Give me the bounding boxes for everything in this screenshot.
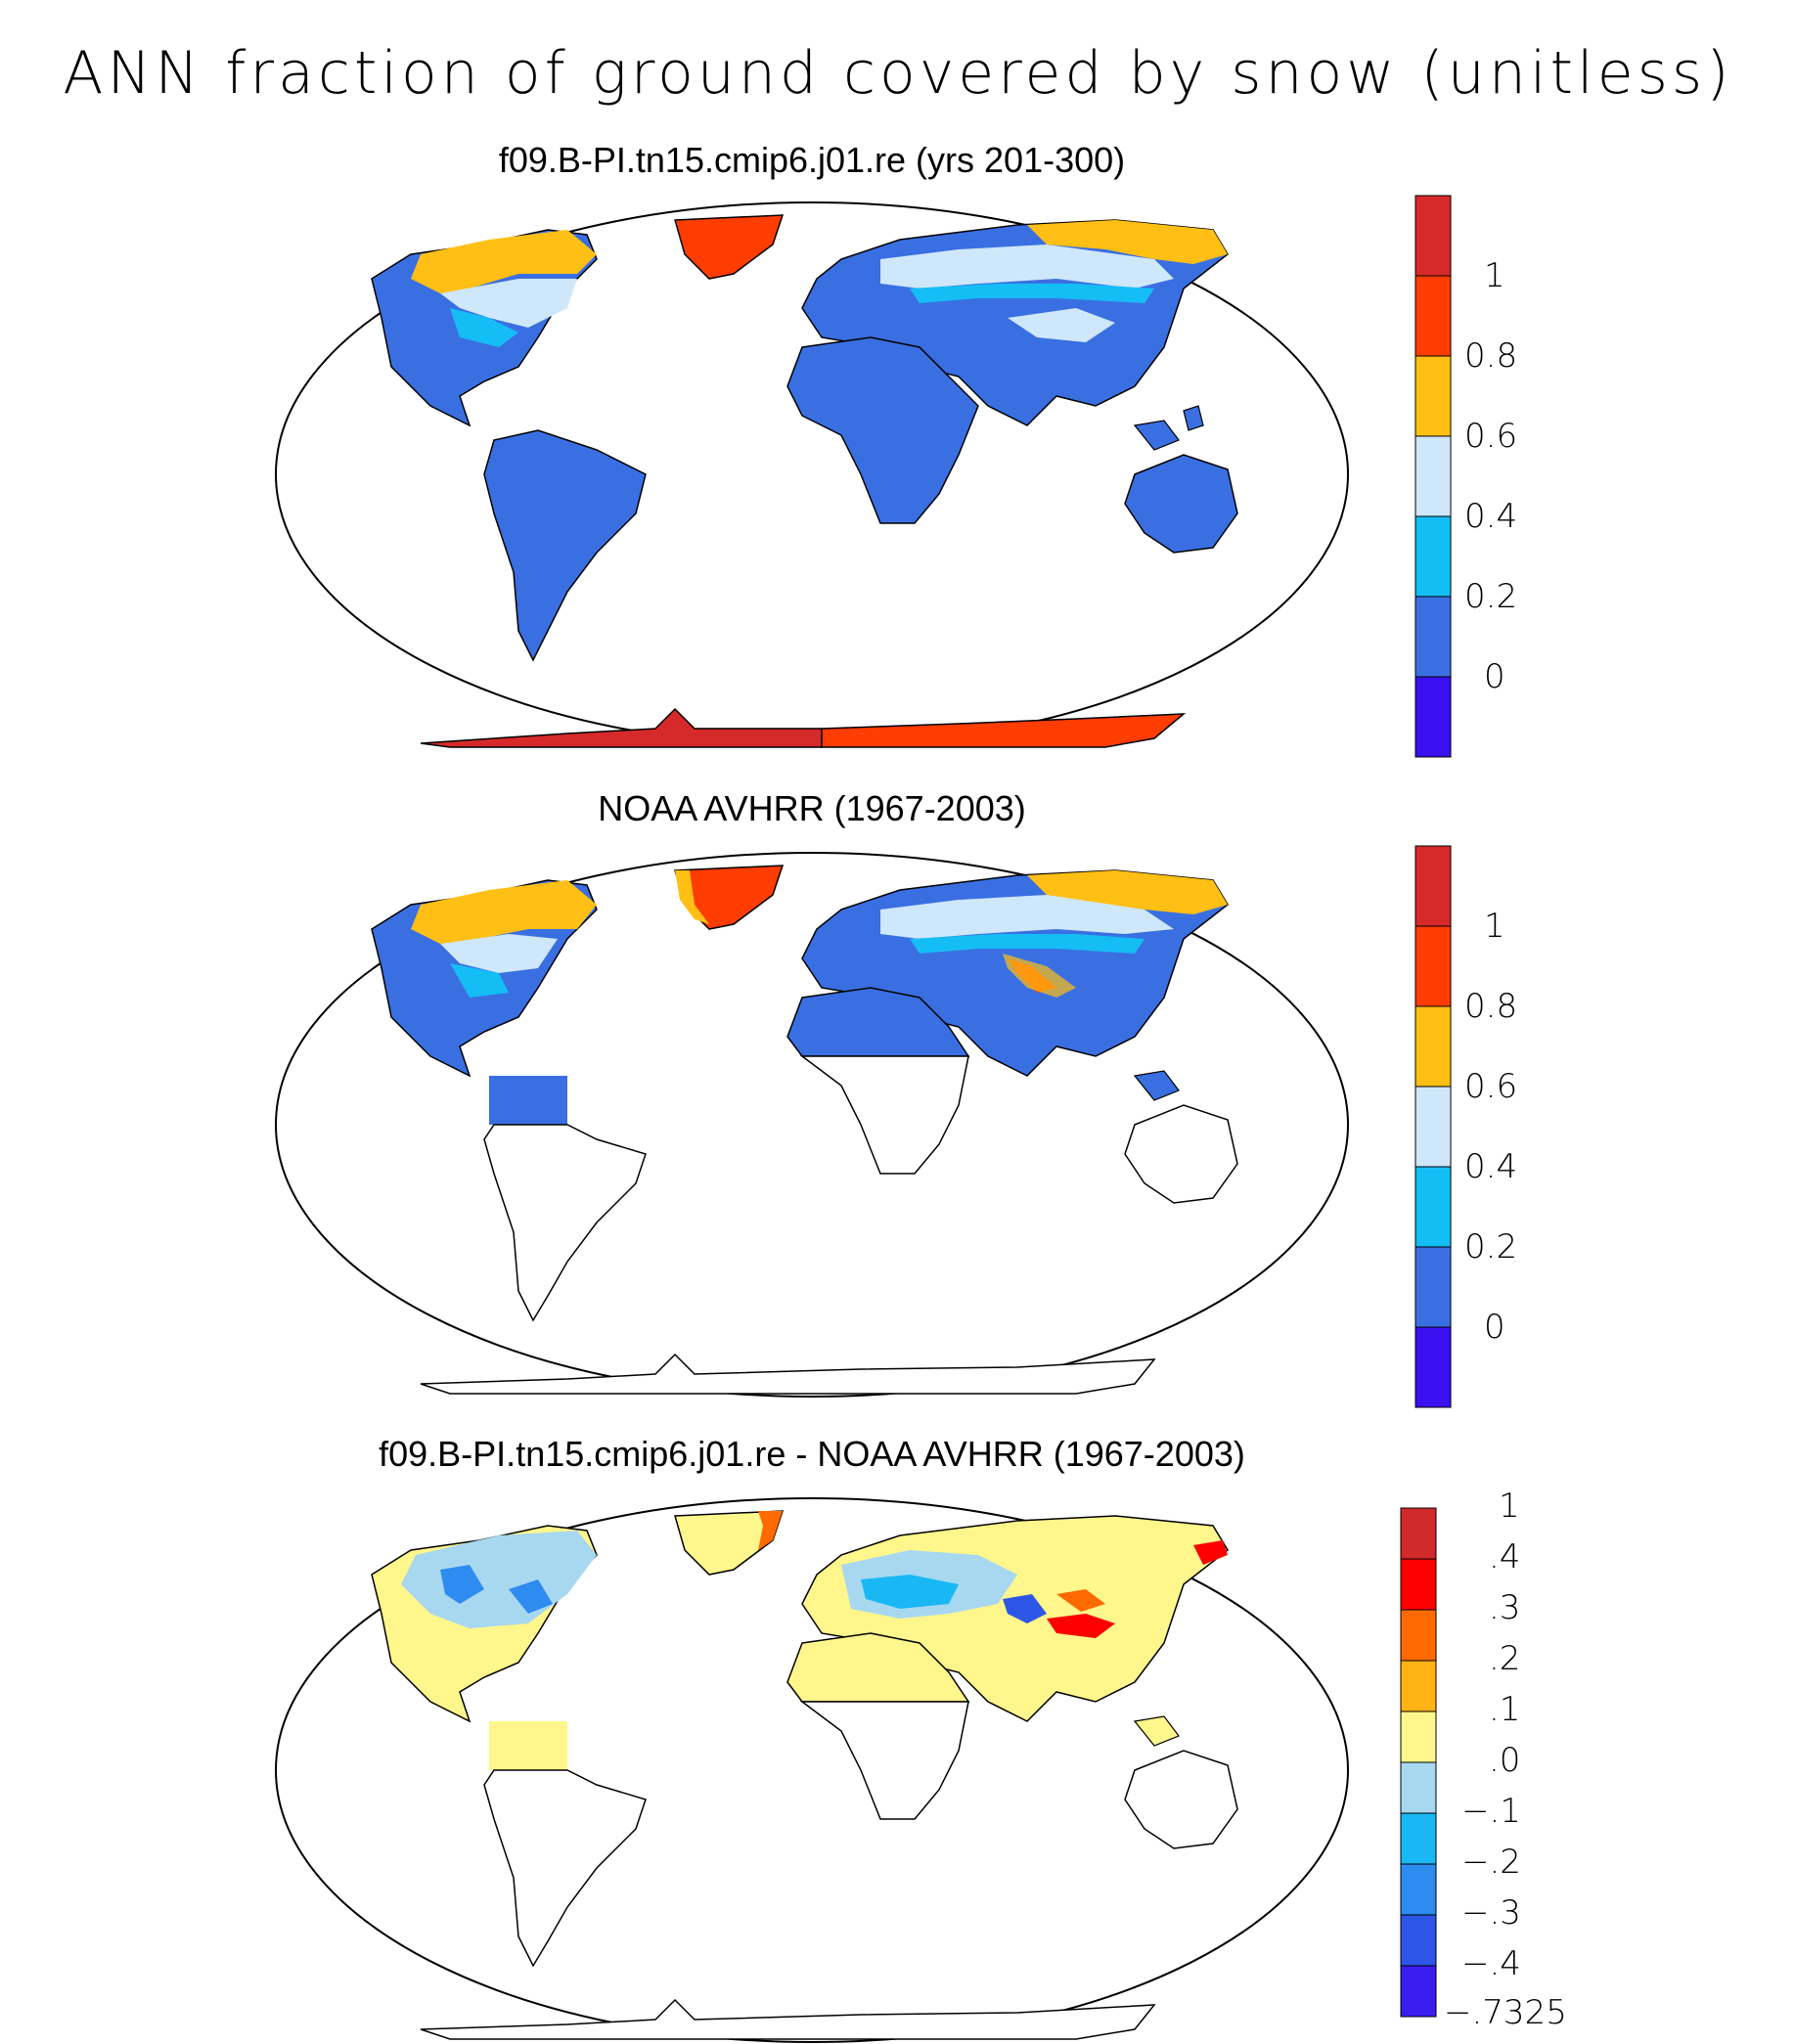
figure-title: ANN fraction of ground covered by snow (… (63, 39, 1733, 108)
south-america (483, 429, 647, 662)
colorbar-label: −.4 (1461, 1944, 1521, 1983)
colorbar-label: 0.6 (1464, 1067, 1518, 1106)
colorbar-swatch-4 (1400, 1660, 1437, 1712)
colorbar-swatch-6 (1414, 596, 1452, 678)
colorbar-label: .4 (1489, 1537, 1521, 1577)
colorbar-swatch-9 (1400, 1914, 1437, 1967)
colorbar-label: 0 (1484, 1308, 1505, 1347)
himalaya-snow-outer (1003, 954, 1076, 998)
africa-north (786, 987, 970, 1057)
panel-title-model: f09.B-PI.tn15.cmip6.j01.re (yrs 201-300) (498, 140, 1126, 180)
africa-south (799, 1701, 969, 1820)
colorbar-label: 0.6 (1464, 417, 1518, 456)
colorbar-label: .2 (1489, 1639, 1521, 1678)
colorbar-swatch-6 (1414, 1246, 1452, 1328)
se-asia-islands (1133, 1070, 1180, 1101)
eurasia-snow-yellow (1027, 220, 1228, 264)
colorbar-swatch-7 (1414, 676, 1452, 758)
se-asia-islands (1133, 405, 1204, 451)
colorbar-label: 0.4 (1464, 497, 1518, 536)
colorbar-swatch-2 (1414, 925, 1452, 1007)
map-obs (275, 852, 1349, 1398)
colorbar-swatch-2 (1414, 275, 1452, 357)
colorbar-swatch-3 (1414, 1005, 1452, 1088)
colorbar-swatch-1 (1414, 845, 1452, 927)
colorbar-swatch-7 (1414, 1326, 1452, 1408)
colorbar-model: 1 0.8 0.6 0.4 0.2 0 (1414, 195, 1611, 758)
colorbar-label: 1 (1484, 256, 1505, 295)
colorbar-label: 0 (1484, 657, 1505, 696)
colorbar-swatch-3 (1400, 1609, 1437, 1662)
antarctica-east (821, 713, 1187, 748)
colorbar-swatch-4 (1414, 1086, 1452, 1168)
eurasia-snow-light (880, 895, 1174, 939)
tibet-snow (1008, 308, 1115, 342)
se-asia-islands (1133, 1715, 1180, 1747)
colorbar-label: 1 (1499, 1487, 1520, 1526)
colorbar-label: −.1 (1461, 1792, 1521, 1831)
eurasia-snow-cyan (910, 284, 1154, 303)
south-america (483, 1769, 647, 1968)
panel-title-obs: NOAA AVHRR (1967-2003) (598, 788, 1026, 828)
colorbar-swatch-5 (1414, 515, 1452, 598)
africa-north (786, 1632, 970, 1703)
colorbar-label: 0.2 (1464, 1227, 1518, 1266)
colorbar-swatch-5 (1414, 1166, 1452, 1248)
colorbar-label: 0.4 (1464, 1147, 1518, 1186)
na-snow-cyan (450, 308, 518, 347)
map-diff (275, 1497, 1349, 2043)
colorbar-swatch-6 (1400, 1761, 1437, 1814)
colorbar-label: .0 (1489, 1741, 1521, 1780)
australia (1124, 1750, 1238, 1849)
na-snow-cyan (450, 963, 509, 998)
na-snow-light (440, 279, 577, 328)
map-model (275, 201, 1349, 748)
east-siberia-red (1193, 1540, 1228, 1565)
eurasia-snow-yellow (1027, 870, 1228, 914)
central-america-diff (489, 1721, 567, 1770)
colorbar-swatch-2 (1400, 1558, 1437, 1611)
na-snow-light (440, 934, 558, 973)
australia (1124, 454, 1238, 554)
tibet-diff-red (1047, 1614, 1115, 1638)
greenland-rim (758, 1511, 783, 1550)
africa (786, 336, 979, 524)
na-diff-blue (440, 1565, 553, 1614)
eurasia-diff-blue (861, 1575, 959, 1609)
colorbar-label: 0.2 (1464, 577, 1518, 616)
colorbar-swatch-3 (1414, 355, 1452, 437)
colorbar-label: −.2 (1461, 1843, 1521, 1882)
central-america-obs (489, 1076, 567, 1125)
tibet-diff-blue (1003, 1594, 1047, 1623)
colorbar-label: 0.8 (1464, 336, 1518, 376)
colorbar-diff: 1 .4 .3 .2 .1 .0 −.1 −.2 −.3 −.4 −.7325 (1400, 1487, 1636, 2032)
colorbar-obs: 1 0.8 0.6 0.4 0.2 0 (1414, 845, 1611, 1408)
colorbar-label: −.7325 (1444, 1993, 1567, 2032)
greenland-rim (675, 870, 709, 924)
eurasia-snow-light (880, 244, 1174, 289)
colorbar-swatch-5 (1400, 1711, 1437, 1763)
colorbar-swatch-1 (1400, 1507, 1437, 1560)
na-snow-yellow (411, 880, 597, 944)
colorbar-swatch-4 (1414, 435, 1452, 517)
africa-south (799, 1055, 969, 1175)
colorbar-label: .1 (1489, 1690, 1521, 1729)
colorbar-swatch-7 (1400, 1812, 1437, 1865)
colorbar-label: .3 (1489, 1588, 1521, 1627)
colorbar-swatch-10 (1400, 1965, 1437, 2018)
greenland (674, 214, 785, 280)
colorbar-label: −.3 (1461, 1893, 1521, 1933)
colorbar-label: 1 (1484, 907, 1505, 946)
tibet-diff-orange (1056, 1589, 1105, 1612)
antarctica (420, 1353, 1156, 1395)
colorbar-swatch-1 (1414, 195, 1452, 277)
antarctica-west (420, 707, 823, 748)
na-snow-yellow (411, 230, 597, 293)
eurasia-snow-cyan (910, 934, 1145, 954)
panel-title-diff: f09.B-PI.tn15.cmip6.j01.re - NOAA AVHRR … (379, 1434, 1245, 1474)
australia (1124, 1104, 1238, 1204)
colorbar-label: 0.8 (1464, 987, 1518, 1026)
south-america (483, 1124, 647, 1322)
colorbar-swatch-8 (1400, 1863, 1437, 1916)
